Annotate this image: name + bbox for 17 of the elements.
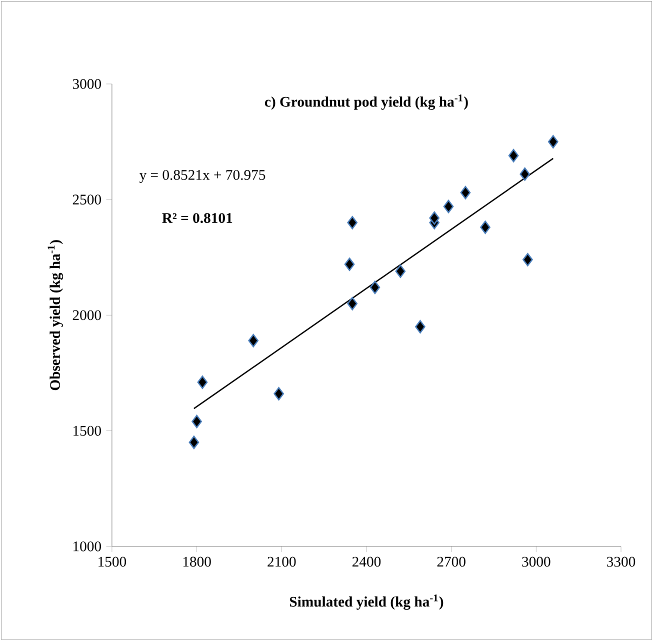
x-tick-label: 3300 <box>607 556 636 567</box>
y-axis-title: Observed yield (kg ha$^{-1}$) <box>48 240 64 390</box>
y-tick-label: 1500 <box>74 426 101 436</box>
y-tick-label: 1000 <box>74 541 101 552</box>
x-tick-label: 2700 <box>437 556 466 567</box>
y-tick-label: 3000 <box>72 79 101 89</box>
y-tick-label: 2500 <box>72 194 101 205</box>
x-axis-title: Simulated yield (kg ha$^{-1}$) <box>290 594 444 610</box>
y-tick-label: 2000 <box>72 310 101 320</box>
annotation: y = 0.8521x + 70.975 <box>139 170 266 183</box>
text: c) Groundnut pod yield (kg ha$^{-1}$) <box>264 94 468 110</box>
x-tick-label: 2100 <box>268 556 296 567</box>
x-tick-label: 1500 <box>98 556 126 567</box>
x-tick-label: 3000 <box>522 556 550 567</box>
annotation: R² = 0.8101 <box>162 213 232 224</box>
x-tick-label: 1800 <box>183 556 211 567</box>
x-tick-label: 2400 <box>352 556 381 567</box>
